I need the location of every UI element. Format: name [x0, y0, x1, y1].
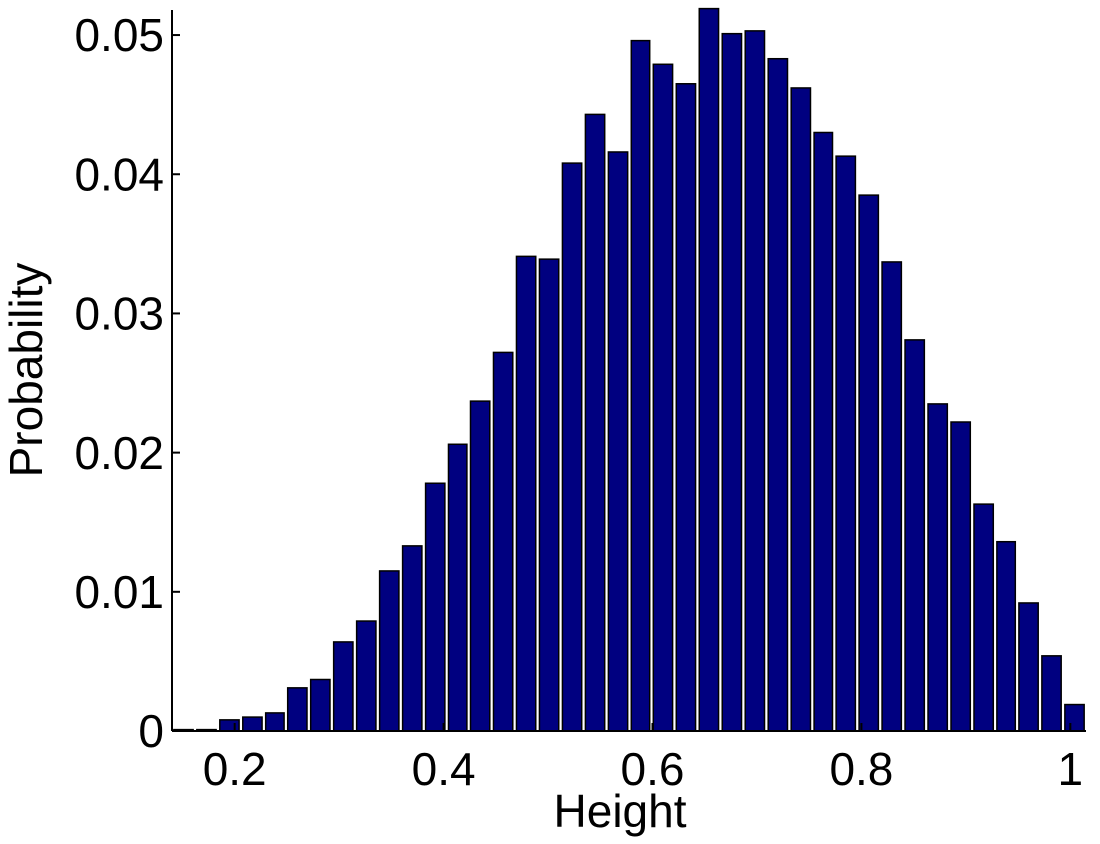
bar [469, 400, 491, 732]
bar [332, 641, 354, 732]
x-axis-label: Height [554, 785, 687, 837]
x-tick-label: 0.4 [412, 743, 476, 795]
bar [538, 258, 560, 732]
bar [996, 540, 1017, 732]
bar [286, 687, 308, 732]
bar [630, 39, 651, 732]
bar [424, 482, 446, 732]
bar [835, 155, 857, 732]
bar [973, 503, 995, 732]
x-tick-label: 0.8 [829, 743, 893, 795]
y-tick-label: 0 [138, 705, 164, 757]
y-tick-label: 0.05 [74, 9, 164, 61]
y-axis-label: Probability [0, 263, 52, 478]
bar [790, 87, 812, 732]
y-tick-label: 0.04 [74, 148, 164, 200]
bar [698, 7, 720, 732]
bar [355, 620, 377, 732]
bar [242, 716, 263, 732]
bar [675, 83, 697, 732]
bar [652, 63, 674, 732]
bar [881, 261, 903, 732]
x-tick-label: 0.2 [203, 743, 267, 795]
bar [1018, 602, 1039, 732]
x-tick-label: 0.6 [621, 743, 685, 795]
bar [378, 570, 400, 732]
bar [264, 712, 285, 732]
bar [1064, 703, 1085, 732]
y-tick-label: 0.02 [74, 427, 164, 479]
bar [401, 545, 423, 732]
bar [721, 32, 743, 732]
bar [744, 30, 766, 732]
bar [607, 151, 629, 732]
bar [858, 194, 880, 732]
bar [309, 678, 331, 732]
bar [219, 719, 240, 732]
bar [447, 443, 468, 732]
bar [950, 421, 972, 732]
bar [927, 403, 949, 732]
bar [492, 351, 514, 732]
y-tick-label: 0.03 [74, 288, 164, 340]
bar [561, 162, 583, 732]
bar [515, 255, 537, 732]
bar [767, 57, 789, 732]
bar [813, 131, 834, 732]
y-tick-label: 0.01 [74, 566, 164, 618]
bar [1041, 655, 1062, 732]
bar [904, 339, 926, 732]
bar [584, 113, 606, 732]
x-tick-label: 1 [1058, 743, 1084, 795]
